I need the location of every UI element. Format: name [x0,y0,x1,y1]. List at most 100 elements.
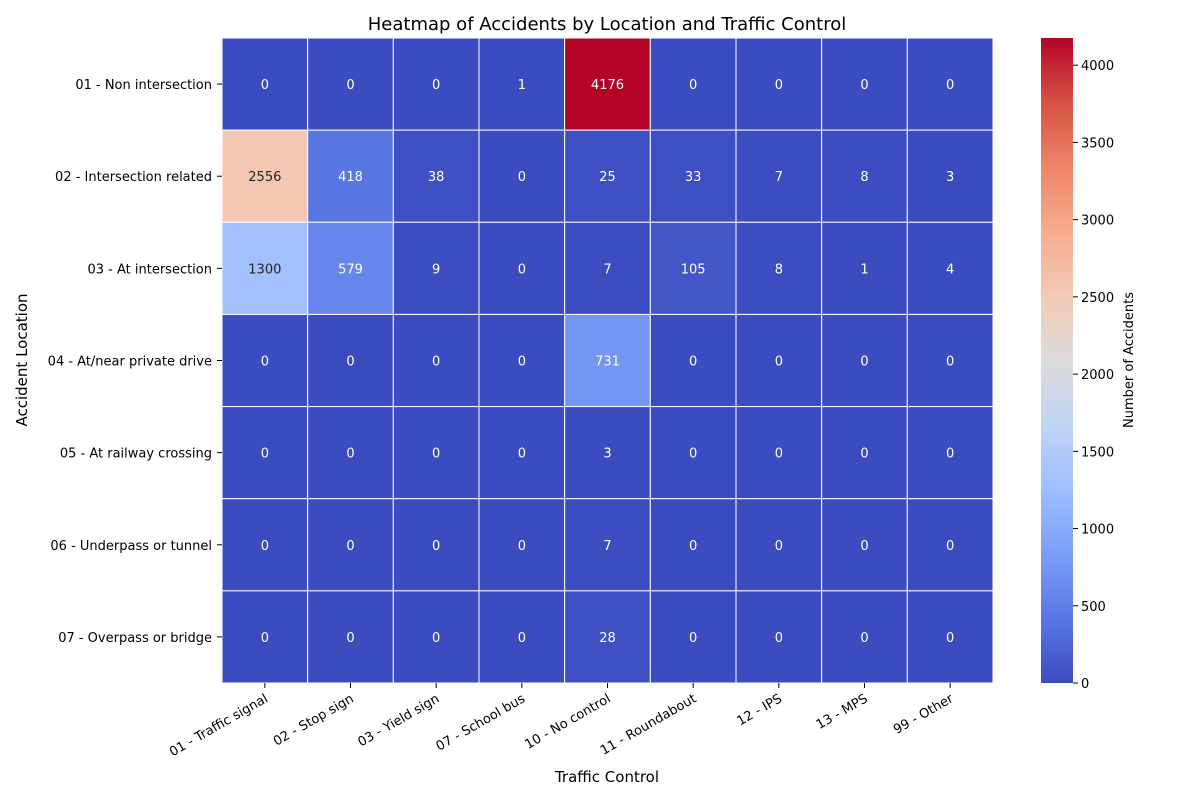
cell-value-label: 0 [860,631,868,646]
cell-value-label: 0 [775,447,783,462]
y-tick-label: 07 - Overpass or bridge [58,631,212,646]
cell-value-label: 0 [860,355,868,370]
cell-value-label: 0 [346,539,354,554]
cell-value-label: 0 [689,631,697,646]
heatmap-cell [221,313,309,408]
heatmap-cell [392,37,480,131]
cell-value-label: 7 [603,539,611,554]
heatmap-cell [564,590,651,684]
heatmap-cell [392,590,480,684]
cell-value-label: 0 [346,631,354,646]
cell-value-label: 579 [338,262,363,277]
cell-value-label: 0 [689,78,697,93]
cell-value-label: 7 [775,170,783,185]
heatmap-cell [821,313,908,408]
heatmap-cell [221,221,309,315]
cell-value-label: 1 [518,78,526,93]
cell-value-label: 0 [518,262,526,277]
cell-value-label: 8 [860,170,868,185]
heatmap-cell [478,221,566,315]
heatmap-cell [221,406,309,500]
heatmap-cell [478,129,566,223]
colorbar-tick-label: 3500 [1081,136,1114,151]
cell-value-label: 33 [685,170,702,185]
heatmap-cell [906,406,994,500]
cell-value-label: 0 [860,78,868,93]
cell-value-label: 0 [946,78,954,93]
heatmap-cell [307,406,394,500]
colorbar-label: Number of Accidents [1122,292,1137,428]
x-tick-label: 99 - Other [891,691,957,738]
x-tick-label: 13 - MPS [814,691,871,732]
cell-value-label: 28 [599,631,616,646]
cell-value-label: 0 [346,78,354,93]
cell-value-label: 4176 [591,78,624,93]
heatmap-cell [307,221,394,315]
cell-value-label: 418 [338,170,363,185]
heatmap-cell [307,498,394,592]
cell-value-label: 1300 [248,262,281,277]
heatmap-cell [478,313,566,408]
cell-value-label: 0 [432,539,440,554]
cell-value-label: 0 [432,631,440,646]
colorbar-tick-label: 3000 [1081,214,1114,229]
heatmap-cell [649,129,737,223]
heatmap-cell [392,129,480,223]
cell-value-label: 25 [599,170,616,185]
cell-value-label: 0 [689,539,697,554]
heatmap-cell [221,37,309,131]
heatmap-cell [564,221,651,315]
cell-value-label: 0 [689,355,697,370]
cell-value-label: 0 [689,447,697,462]
cell-value-label: 0 [518,631,526,646]
x-tick-label: 11 - Roundabout [598,691,699,758]
cell-value-label: 0 [432,447,440,462]
heatmap-cell [221,498,309,592]
y-tick-label: 03 - At intersection [87,262,212,277]
y-tick-label: 06 - Underpass or tunnel [50,539,212,554]
cell-value-label: 0 [775,539,783,554]
heatmap-cell [392,221,480,315]
y-tick-label: 01 - Non intersection [75,78,212,93]
cell-value-label: 0 [946,631,954,646]
y-axis-label: Accident Location [13,293,31,426]
colorbar-tick-label: 1000 [1081,523,1114,538]
cell-value-label: 2556 [248,170,281,185]
heatmap-cell [649,37,737,131]
cell-value-label: 0 [860,539,868,554]
cell-value-label: 0 [518,539,526,554]
cell-value-label: 0 [946,447,954,462]
cell-value-label: 0 [261,78,269,93]
colorbar-tick-label: 2500 [1081,291,1114,306]
y-tick-label: 05 - At railway crossing [60,447,212,462]
x-tick-label: 03 - Yield sign [355,691,442,750]
heatmap-cell [564,129,651,223]
heatmap-cell [649,406,737,500]
x-tick-label: 12 - IPS [735,691,785,729]
colorbar-tick-label: 4000 [1081,59,1114,74]
cell-value-label: 731 [595,355,620,370]
heatmap-cell [735,590,823,684]
cell-value-label: 38 [428,170,445,185]
x-tick-label: 01 - Traffic signal [167,691,271,760]
heatmap-cell [821,37,908,131]
cell-value-label: 0 [775,355,783,370]
heatmap-cell [821,129,908,223]
cell-value-label: 0 [518,170,526,185]
y-tick-label: 04 - At/near private drive [48,355,212,370]
heatmap-cell [735,221,823,315]
cell-value-label: 9 [432,262,440,277]
heatmap-cell [906,498,994,592]
heatmap-cell [478,37,566,131]
cell-value-label: 0 [946,355,954,370]
colorbar: 0 500 1000 1500 2000 2500 3000 3500 4000 [1041,38,1114,692]
cell-value-label: 105 [681,262,706,277]
cell-value-label: 3 [603,447,611,462]
cell-value-label: 7 [603,262,611,277]
heatmap-cell [735,129,823,223]
colorbar-tick-label: 1500 [1081,445,1114,460]
y-tick-labels: 01 - Non intersection 02 - Intersection r… [48,78,222,646]
cell-value-label: 0 [261,355,269,370]
